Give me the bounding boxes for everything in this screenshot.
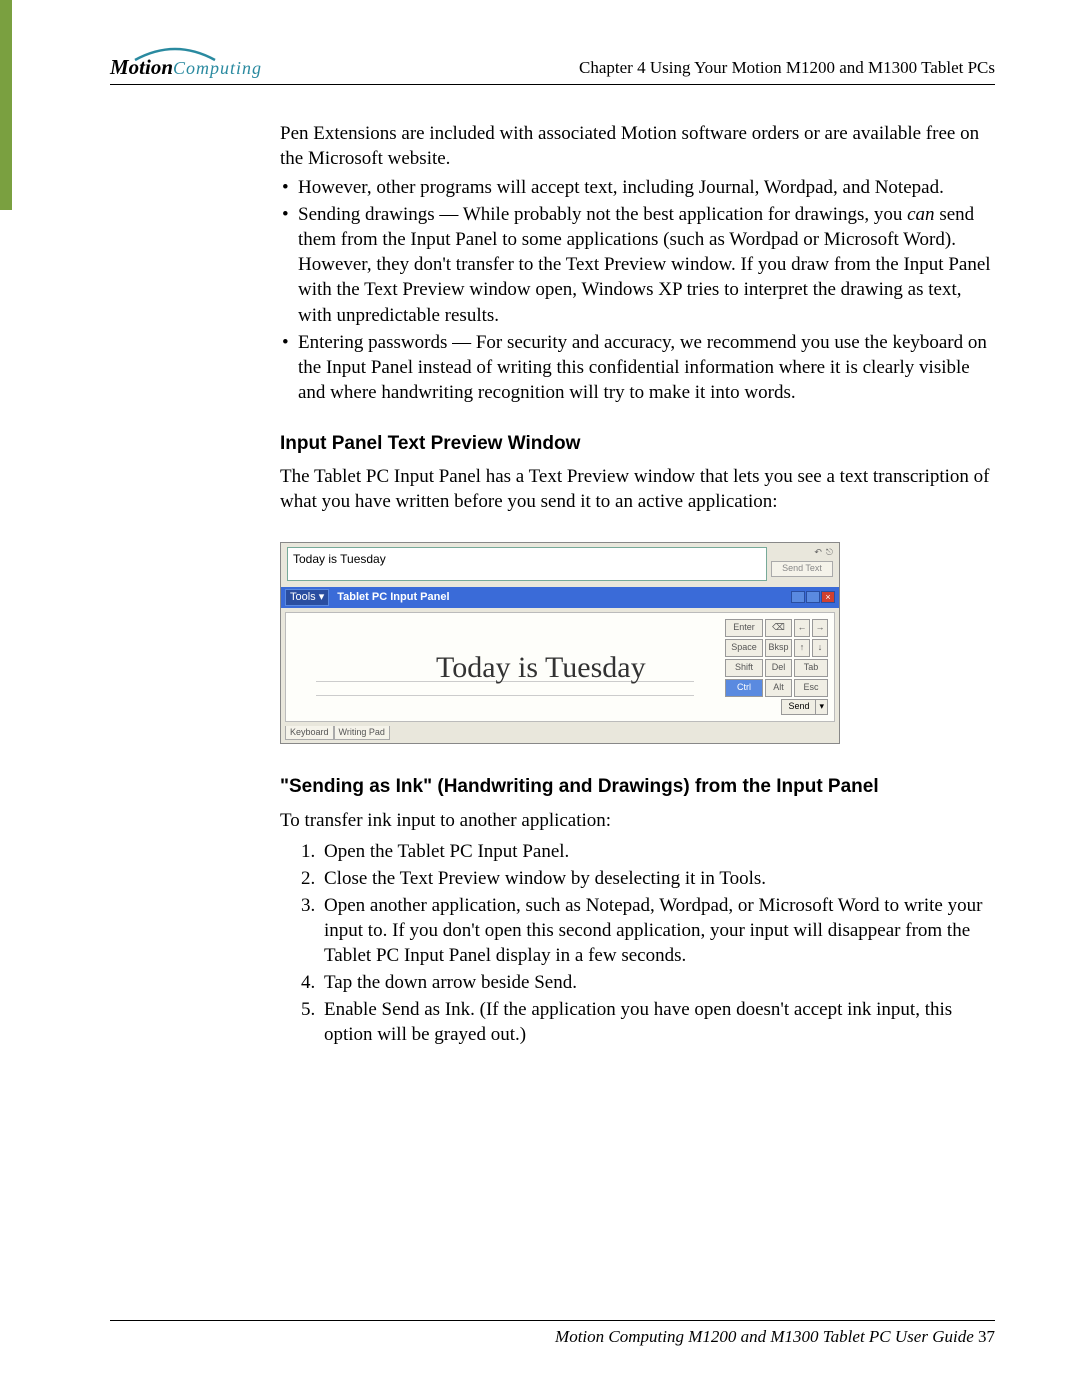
writing-pad-tab[interactable]: Writing Pad (334, 726, 390, 741)
handwriting-text: Today is Tuesday (436, 648, 646, 688)
up-key[interactable]: ↑ (794, 639, 810, 657)
bullet-item: Sending drawings — While probably not th… (280, 202, 995, 327)
close-button[interactable]: × (821, 591, 835, 603)
input-panel-screenshot: Today is Tuesday ↶ ⎋ Send Text Tools ▾ Ta… (280, 542, 840, 744)
footer-rule (110, 1320, 995, 1321)
send-arrow[interactable]: ▾ (816, 699, 828, 715)
step-item: Close the Text Preview window by deselec… (320, 866, 995, 891)
desktop-edge (0, 0, 12, 210)
enter-key[interactable]: Enter (725, 619, 763, 637)
page-footer: Motion Computing M1200 and M1300 Tablet … (110, 1320, 995, 1347)
esc-key[interactable]: Esc (794, 679, 828, 697)
step-item: Open another application, such as Notepa… (320, 893, 995, 968)
space-key[interactable]: Space (725, 639, 763, 657)
shift-key[interactable]: Shift (725, 659, 763, 677)
send-text-button[interactable]: Send Text (771, 561, 833, 577)
step-item: Tap the down arrow beside Send. (320, 970, 995, 995)
footer-text: Motion Computing M1200 and M1300 Tablet … (555, 1327, 978, 1346)
minimize-button[interactable] (791, 591, 805, 603)
maximize-button[interactable] (806, 591, 820, 603)
bullet-item: However, other programs will accept text… (280, 175, 995, 200)
undo-icon[interactable]: ↶ (814, 547, 822, 559)
bksp-icon-key[interactable]: ⌫ (765, 619, 792, 637)
alt-key[interactable]: Alt (765, 679, 792, 697)
right-key[interactable]: → (812, 619, 828, 637)
bksp-key[interactable]: Bksp (765, 639, 792, 657)
keyboard-tab[interactable]: Keyboard (285, 726, 334, 741)
window-title: Tablet PC Input Panel (337, 590, 449, 605)
tools-menu[interactable]: Tools ▾ (285, 589, 329, 606)
header-rule (110, 84, 995, 85)
chapter-label: Chapter 4 Using Your Motion M1200 and M1… (579, 58, 995, 78)
redo-icon[interactable]: ⎋ (826, 547, 833, 559)
tab-key[interactable]: Tab (794, 659, 828, 677)
steps-list: Open the Tablet PC Input Panel. Close th… (280, 839, 995, 1048)
intro-paragraph: Pen Extensions are included with associa… (280, 121, 995, 171)
section-heading-2: "Sending as Ink" (Handwriting and Drawin… (280, 774, 995, 799)
page-number: 37 (978, 1327, 995, 1346)
step-item: Enable Send as Ink. (If the application … (320, 997, 995, 1047)
text-preview-box[interactable]: Today is Tuesday (287, 547, 767, 581)
titlebar: Tools ▾ Tablet PC Input Panel × (281, 587, 839, 608)
writing-area[interactable]: Today is Tuesday Enter ⌫ ← → Space Bksp … (285, 612, 835, 722)
ctrl-key[interactable]: Ctrl (725, 679, 763, 697)
section1-desc: The Tablet PC Input Panel has a Text Pre… (280, 464, 995, 514)
bullet-list: However, other programs will accept text… (280, 175, 995, 405)
step-item: Open the Tablet PC Input Panel. (320, 839, 995, 864)
section-heading-1: Input Panel Text Preview Window (280, 431, 995, 456)
key-grid: Enter ⌫ ← → Space Bksp ↑ ↓ Shift Del Tab… (725, 619, 828, 697)
bullet-item: Entering passwords — For security and ac… (280, 330, 995, 405)
steps-intro: To transfer ink input to another applica… (280, 808, 995, 833)
down-key[interactable]: ↓ (812, 639, 828, 657)
send-button[interactable]: Send (781, 699, 816, 715)
left-key[interactable]: ← (794, 619, 810, 637)
logo: MotionComputing (110, 55, 262, 80)
del-key[interactable]: Del (765, 659, 792, 677)
